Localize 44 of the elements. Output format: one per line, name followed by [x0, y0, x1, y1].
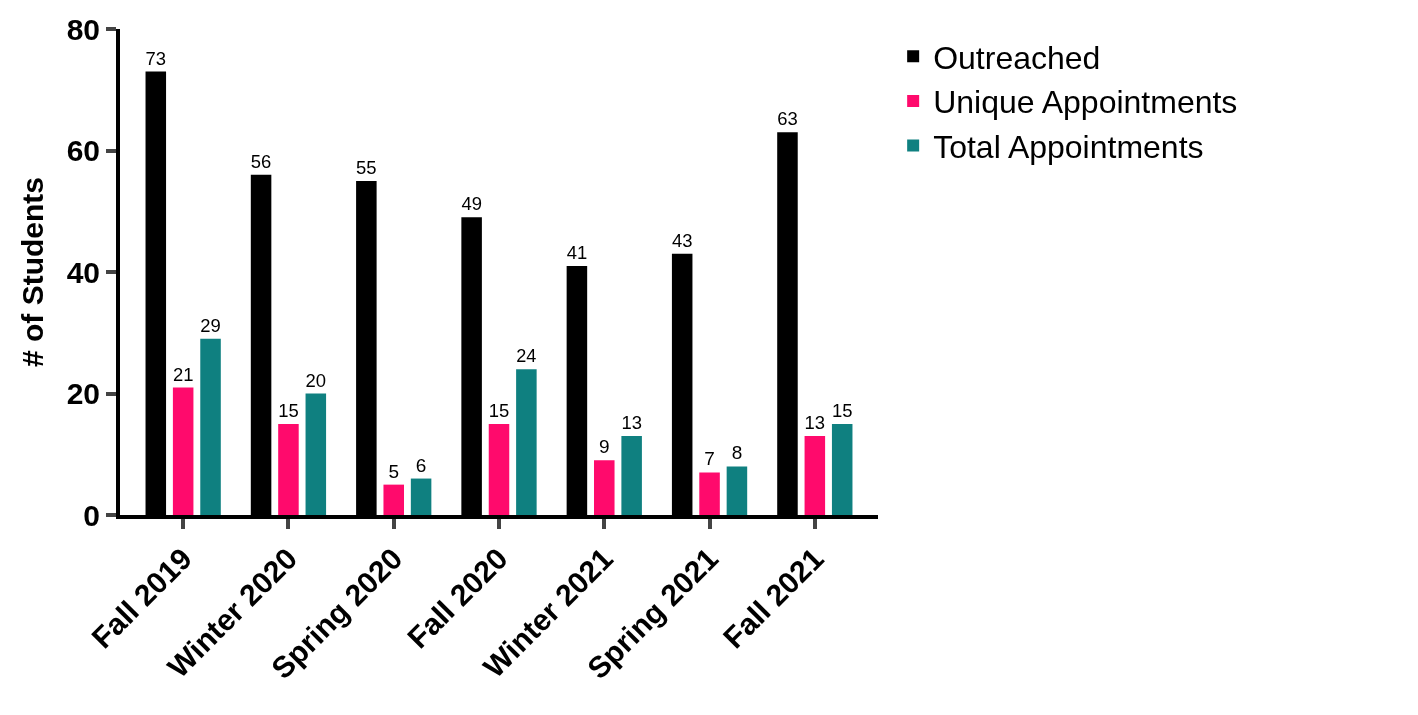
- y-tick-label: 80: [66, 12, 100, 46]
- legend-label: Total Appointments: [933, 128, 1204, 165]
- y-tick-label: 20: [66, 377, 100, 410]
- bar: [383, 484, 404, 515]
- data-label: 43: [671, 229, 693, 251]
- data-label: 55: [356, 157, 377, 178]
- y-tick-label: 40: [66, 255, 100, 289]
- bar: [200, 338, 221, 515]
- data-label: 21: [172, 363, 194, 385]
- data-label: 63: [777, 108, 798, 130]
- bar: [516, 369, 537, 515]
- data-label: 13: [804, 412, 826, 434]
- data-label: 29: [200, 314, 221, 336]
- data-label: 13: [621, 412, 642, 434]
- data-label: 24: [516, 346, 537, 367]
- bar: [594, 460, 615, 515]
- data-label: 73: [145, 47, 167, 69]
- legend-label: Outreached: [933, 39, 1101, 76]
- data-label: 20: [305, 369, 327, 391]
- y-tick-label: 60: [66, 134, 100, 167]
- bar: [804, 436, 826, 515]
- bar: [831, 423, 853, 515]
- legend-label: Unique Appointments: [933, 84, 1238, 121]
- data-label: 8: [731, 442, 743, 464]
- y-tick-label: 0: [83, 498, 100, 532]
- data-label: 56: [250, 150, 272, 172]
- bar: [278, 423, 299, 515]
- bar: [621, 436, 642, 515]
- data-label: 15: [831, 400, 853, 421]
- data-label: 5: [388, 460, 400, 482]
- data-label: 9: [598, 436, 610, 458]
- bar: [172, 387, 194, 515]
- bar: [726, 466, 748, 515]
- data-label: 41: [566, 242, 588, 264]
- data-label: 6: [415, 454, 427, 476]
- data-label: 49: [461, 193, 482, 215]
- bar: [305, 393, 327, 515]
- data-label: 7: [704, 448, 715, 470]
- bar: [699, 472, 720, 515]
- bar: [410, 478, 432, 515]
- data-label: 15: [488, 400, 510, 421]
- bar: [488, 423, 510, 515]
- data-label: 15: [278, 400, 299, 421]
- y-axis-title: # of Students: [16, 176, 50, 368]
